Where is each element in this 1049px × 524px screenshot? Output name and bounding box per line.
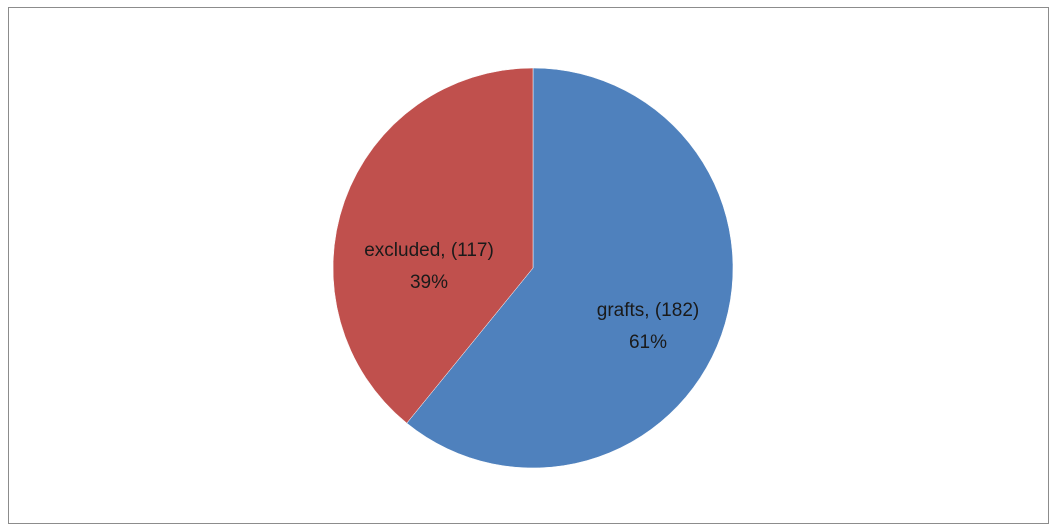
slice-label-grafts-percent: 61% <box>629 332 667 353</box>
pie-slice-grafts <box>406 67 734 469</box>
pie-slice-excluded <box>332 67 534 424</box>
slice-label-grafts-name: grafts, (182) <box>597 300 699 321</box>
slice-label-excluded-percent: 39% <box>410 272 448 293</box>
labels-group: grafts, (182) 61% excluded, (117) 39% <box>364 240 699 353</box>
slice-label-excluded-name: excluded, (117) <box>364 240 494 261</box>
slices-group <box>332 67 734 469</box>
